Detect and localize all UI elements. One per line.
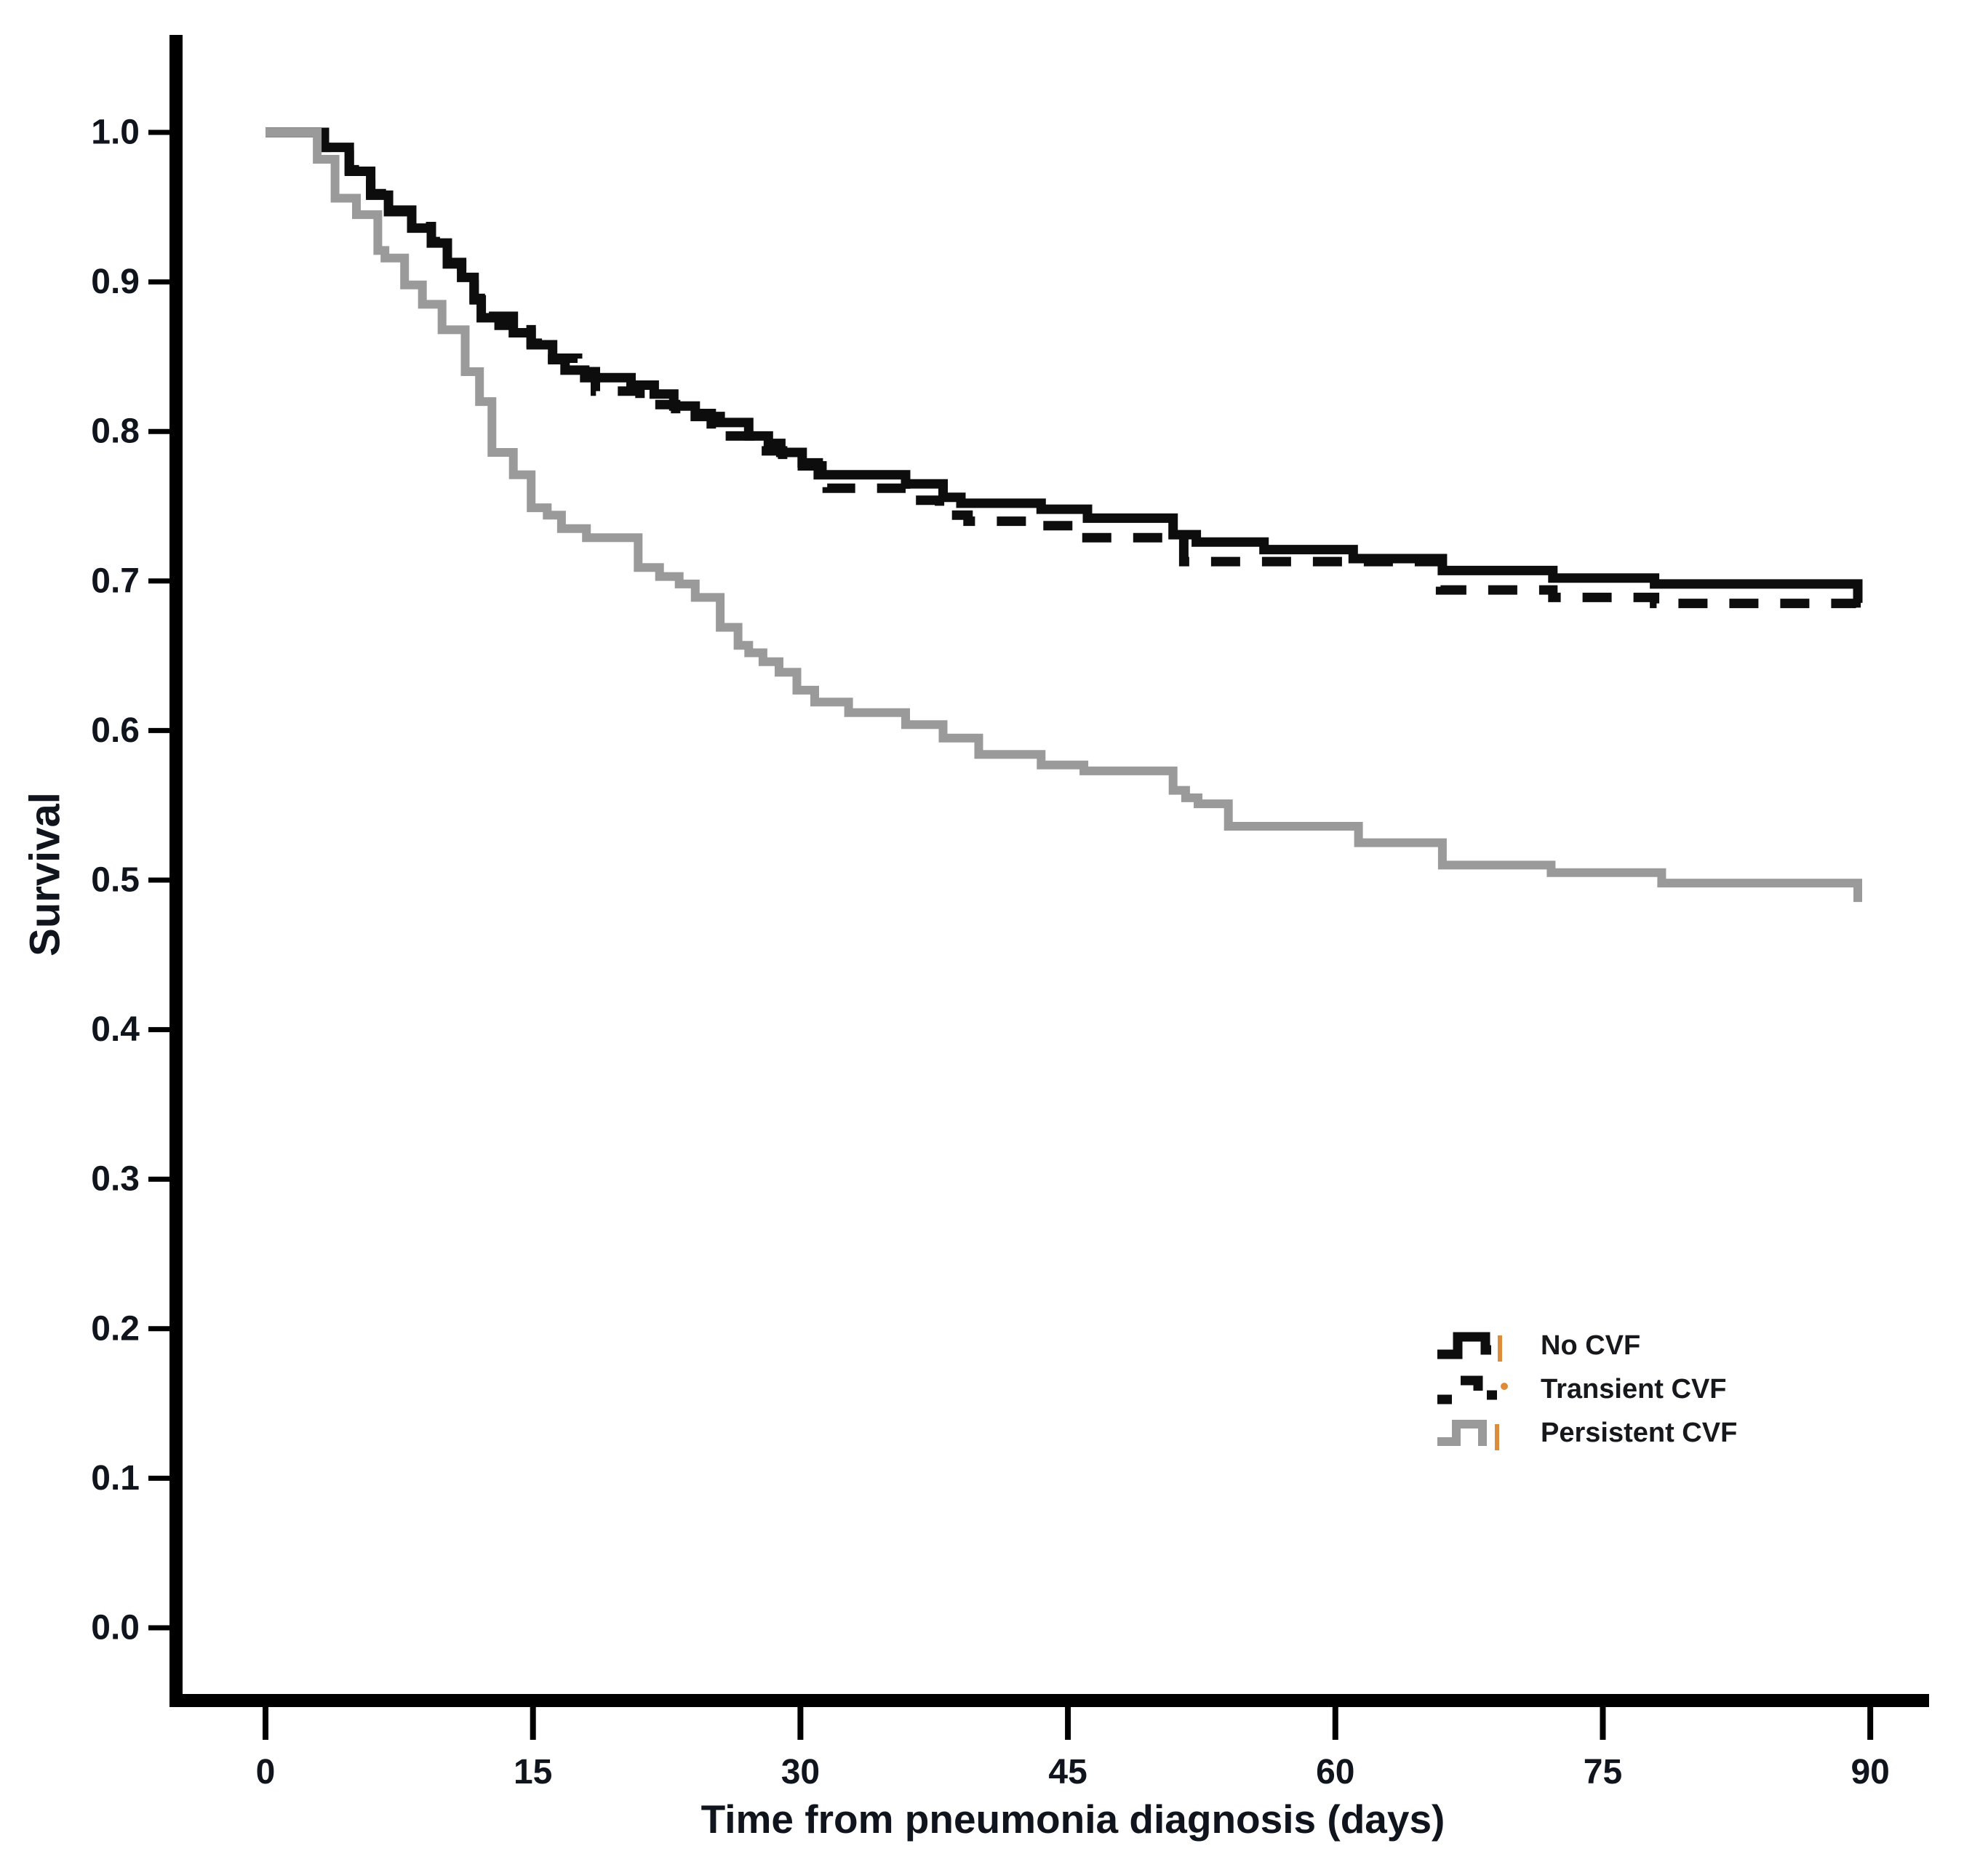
km-curve-persistent-cvf [266,128,1862,903]
km-curves [266,127,1863,903]
km-curve-transient-cvf [266,127,1861,623]
legend-censor-dot [1501,1383,1508,1390]
y-tick-label: 1.0 [91,113,140,152]
x-tick-label: 0 [256,1753,276,1791]
legend-line-transient-cvf [1437,1375,1497,1405]
y-tick-label: 0.9 [91,263,140,301]
y-tick-label: 0.5 [91,861,140,900]
legend-label: Persistent CVF [1541,1418,1737,1448]
km-curve-no-cvf [266,127,1863,603]
y-tick-label: 0.7 [91,562,140,600]
legend-label: No CVF [1541,1330,1640,1361]
x-axis-ticks: 0 15 30 45 60 75 90 [256,1707,1890,1791]
x-tick-label: 30 [781,1753,820,1791]
legend-item [1437,1420,1499,1450]
legend-item [1437,1375,1508,1405]
legend-line-no-cvf [1437,1332,1491,1359]
y-tick-label: 0.3 [91,1160,140,1199]
y-tick-label: 0.4 [91,1010,140,1049]
legend-item [1437,1332,1502,1362]
legend: No CVF Transient CVF Persistent CVF [1437,1330,1737,1450]
x-tick-label: 90 [1851,1753,1889,1791]
y-axis-title: Survival [22,792,69,956]
y-tick-label: 0.8 [91,412,140,451]
x-tick-label: 60 [1316,1753,1354,1791]
y-tick-label: 0.2 [91,1309,140,1348]
y-tick-label: 0.6 [91,711,140,750]
axes [169,35,1929,1707]
x-tick-label: 75 [1584,1753,1622,1791]
legend-line-persistent-cvf [1437,1420,1487,1446]
y-tick-label: 0.1 [91,1459,140,1498]
y-axis-ticks: 1.0 0.9 0.8 0.7 0.6 0.5 0.4 0.3 0.2 0.1 0.0 [91,113,170,1647]
y-tick-label: 0.0 [91,1609,140,1647]
x-tick-label: 15 [514,1753,552,1791]
x-axis-title: Time from pneumonia diagnosis (days) [701,1797,1445,1842]
legend-label: Transient CVF [1541,1374,1727,1405]
x-tick-label: 45 [1048,1753,1087,1791]
